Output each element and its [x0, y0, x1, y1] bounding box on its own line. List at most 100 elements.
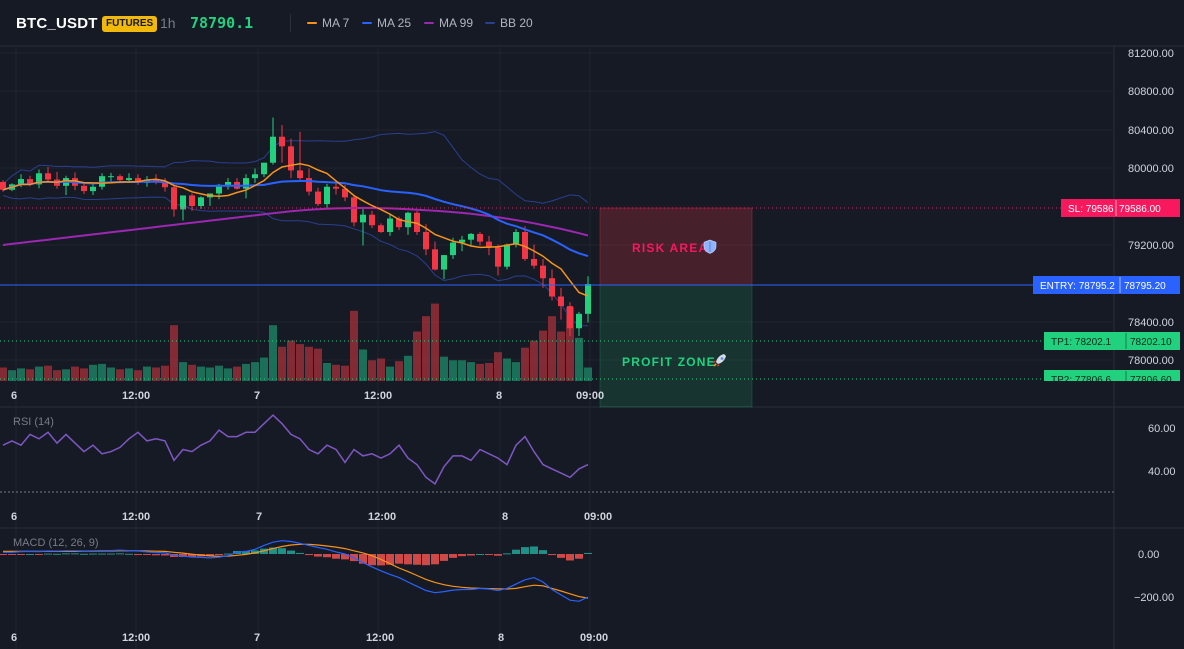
volume-bar: [260, 357, 268, 381]
legend-ma7[interactable]: MA 7: [307, 16, 349, 30]
entry-price-tag[interactable]: [1033, 276, 1180, 294]
candle-body: [90, 186, 96, 192]
macd-histogram-bar: [98, 553, 106, 555]
entry-tag-label: ENTRY: 78795.2: [1040, 281, 1115, 292]
time-axis[interactable]: 6 12:00 7 12:00 8 09:00: [11, 390, 604, 402]
volume-bar: [143, 366, 151, 381]
candle-body: [99, 176, 105, 187]
last-price: 78790.1: [190, 14, 254, 32]
macd-histogram-bar: [467, 554, 475, 556]
sl-price-tag[interactable]: [1061, 199, 1180, 217]
candle-body: [0, 181, 6, 190]
candle-body: [225, 181, 231, 185]
time-label: 7: [254, 390, 260, 402]
volume-bar: [278, 346, 286, 381]
candle-body: [18, 179, 24, 185]
candle-body: [162, 181, 168, 188]
volume-bar: [503, 358, 511, 381]
time-label: 12:00: [122, 632, 150, 644]
macd-histogram-bar: [440, 554, 448, 561]
rsi-path: [2, 414, 589, 486]
volume-bar: [539, 330, 547, 381]
volume-bar: [404, 355, 412, 381]
tp1-tag-label: TP1: 78202.1: [1051, 337, 1111, 348]
volume-bar: [557, 331, 565, 381]
risk-area-zone[interactable]: [599, 207, 753, 286]
price-tick: 81200.00: [1128, 48, 1174, 60]
candle-body: [558, 296, 564, 307]
macd-histogram-bar: [413, 554, 421, 565]
volume-bar: [8, 370, 16, 381]
candlesticks[interactable]: [0, 117, 591, 336]
price-tick: 80400.00: [1128, 125, 1174, 137]
volume-bar: [440, 356, 448, 381]
macd-histogram-bar: [71, 553, 79, 555]
macd-histogram-bar: [116, 553, 124, 555]
candle-body: [477, 233, 483, 242]
volume-bar: [197, 366, 205, 381]
candle-body: [288, 146, 294, 171]
bb20-swatch-icon: [485, 22, 495, 24]
macd-histogram-bar: [485, 554, 493, 555]
volume-bar: [476, 363, 484, 381]
candle-body: [450, 242, 456, 256]
volume-bar: [170, 325, 178, 381]
time-label: 12:00: [368, 511, 396, 523]
candle-body: [243, 178, 249, 189]
rsi-line: [2, 414, 589, 486]
candle-body: [513, 232, 519, 245]
macd-histogram-bar: [584, 552, 592, 554]
candle-body: [216, 184, 222, 194]
volume-bar: [188, 364, 196, 381]
time-label: 8: [496, 390, 502, 402]
candle-body: [108, 176, 114, 178]
volume-bar: [584, 367, 592, 381]
price-tick: 80800.00: [1128, 86, 1174, 98]
macd-histogram-bar: [206, 554, 214, 556]
rsi-title[interactable]: RSI (14): [13, 416, 54, 428]
volume-bar: [422, 316, 430, 381]
candle-body: [531, 258, 537, 266]
volume-bar: [161, 365, 169, 381]
time-label: 12:00: [364, 390, 392, 402]
time-label: 12:00: [366, 632, 394, 644]
candle-body: [576, 313, 582, 329]
time-label: 7: [256, 511, 262, 523]
tp1-price-tag[interactable]: [1044, 332, 1180, 350]
legend-bb20[interactable]: BB 20: [485, 16, 533, 30]
volume-bar: [377, 358, 385, 381]
volume-bar: [386, 366, 394, 381]
volume-bar: [296, 344, 304, 381]
tp2-tag-group[interactable]: TP2: 77806.6 77806.60: [1044, 370, 1180, 388]
bollinger-bands: [2, 131, 589, 327]
candle-body: [549, 278, 555, 297]
candle-body: [504, 244, 510, 267]
macd-histogram-bar: [251, 550, 259, 554]
volume-bar: [80, 368, 88, 381]
macd-title[interactable]: MACD (12, 26, 9): [13, 537, 99, 549]
header-divider: [290, 14, 291, 32]
candle-body: [468, 233, 474, 240]
profit-zone[interactable]: [599, 284, 753, 408]
candle-body: [171, 187, 177, 210]
volume-bar: [251, 362, 259, 381]
timeframe-label[interactable]: 1h: [160, 15, 176, 31]
tp2-price-tag[interactable]: [1044, 370, 1180, 388]
candle-body: [414, 212, 420, 233]
macd-histogram-bar: [125, 553, 133, 555]
volume-bar: [152, 367, 160, 381]
volume-bar: [53, 370, 61, 381]
volume-bar: [314, 348, 322, 381]
symbol-title[interactable]: BTC_USDT: [16, 15, 98, 32]
volume-bar: [35, 366, 43, 381]
candle-body: [387, 218, 393, 233]
price-axis[interactable]: 81200.00 80800.00 80400.00 80000.00 7920…: [1128, 48, 1174, 367]
time-label: 12:00: [122, 390, 150, 402]
macd-histogram-bar: [386, 554, 394, 565]
legend-ma99[interactable]: MA 99: [424, 16, 473, 30]
tp2-tag-value: 77806.60: [1130, 375, 1172, 386]
volume-bar: [485, 363, 493, 381]
volume-bar: [350, 310, 358, 381]
legend-ma25[interactable]: MA 25: [362, 16, 411, 30]
